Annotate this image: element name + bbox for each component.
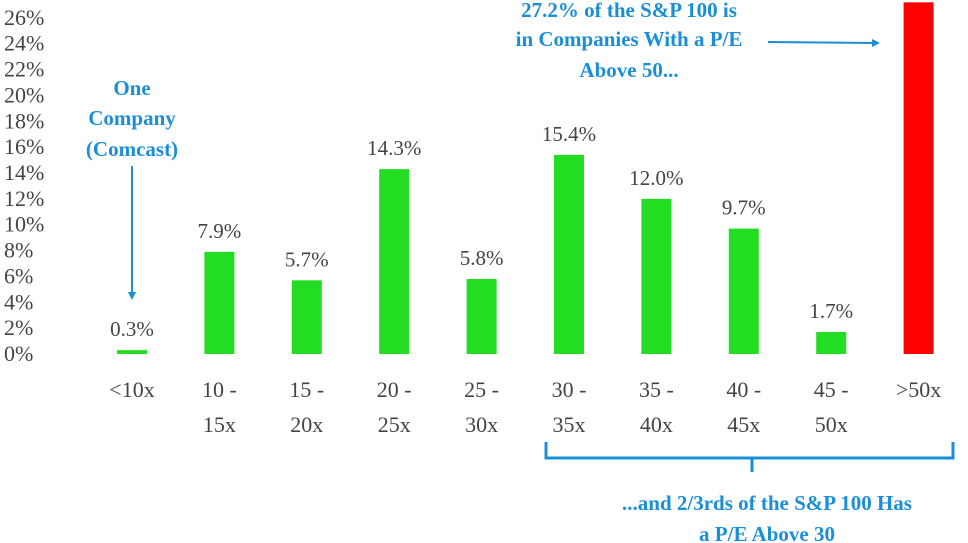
above30-note-line-2: a P/E Above 30 xyxy=(699,522,835,543)
x-tick-label: 30 - xyxy=(552,377,587,402)
data-label: 1.7% xyxy=(809,299,853,323)
above50-note-line-3: Above 50... xyxy=(579,58,678,82)
bar xyxy=(641,198,672,354)
comcast-note-line-1: One xyxy=(113,76,150,100)
data-label: 12.0% xyxy=(629,166,683,190)
comcast-note-line-3: (Comcast) xyxy=(86,137,178,161)
x-tick-label: 10 - xyxy=(202,377,237,402)
bar xyxy=(903,2,934,354)
x-tick-label: 30x xyxy=(465,412,498,437)
x-axis: <10x 10 - 15x 15 - 20x 20 - 25x 25 - 30x 30 - 35x 3… xyxy=(109,377,941,437)
y-tick-label: 10% xyxy=(4,212,44,237)
data-label: 9.7% xyxy=(722,196,766,220)
comcast-annotation: One Company (Comcast) xyxy=(86,76,178,300)
y-tick-label: 2% xyxy=(4,315,33,340)
data-label: 5.8% xyxy=(460,246,504,270)
x-tick-label: 20 - xyxy=(377,377,412,402)
x-tick-label: 15x xyxy=(203,412,236,437)
x-tick-label: 45x xyxy=(727,412,760,437)
x-tick-label: 35 - xyxy=(639,377,674,402)
above50-note-line-2: in Companies With a P/E xyxy=(516,27,743,51)
bars xyxy=(117,2,934,354)
above30-note-line-1: ...and 2/3rds of the S&P 100 Has xyxy=(622,491,912,515)
above50-note-line-1: 27.2% of the S&P 100 is xyxy=(521,0,737,22)
y-tick-label: 16% xyxy=(4,134,44,159)
data-label: 5.7% xyxy=(285,247,329,271)
data-label: 14.3% xyxy=(367,136,421,160)
bar xyxy=(117,350,147,354)
x-tick-label: <10x xyxy=(109,377,154,402)
bar xyxy=(728,228,759,354)
y-tick-label: 4% xyxy=(4,289,33,314)
above50-arrow xyxy=(767,38,880,47)
comcast-note-line-2: Company xyxy=(88,106,176,130)
bar xyxy=(466,279,497,354)
x-tick-label: 50x xyxy=(815,412,848,437)
data-labels: 0.3% 7.9% 5.7% 14.3% 5.8% 15.4% 12.0% 9.7% 1.7% xyxy=(110,122,853,341)
above50-annotation: 27.2% of the S&P 100 is in Companies Wit… xyxy=(516,0,880,82)
data-label: 15.4% xyxy=(542,122,596,146)
bar xyxy=(379,169,410,354)
above30-annotation: ...and 2/3rds of the S&P 100 Has a P/E A… xyxy=(544,442,955,543)
bar xyxy=(816,332,847,354)
x-tick-label: 25 - xyxy=(464,377,499,402)
y-tick-label: 24% xyxy=(4,31,44,56)
x-tick-label: 20x xyxy=(290,412,323,437)
y-tick-label: 20% xyxy=(4,82,44,107)
y-tick-label: 8% xyxy=(4,238,33,263)
y-axis: 0%2%4%6%8%10%12%14%16%18%20%22%24%26%28% xyxy=(4,0,44,366)
bar xyxy=(291,280,322,354)
x-tick-label: >50x xyxy=(896,377,941,402)
x-tick-label: 25x xyxy=(378,412,411,437)
x-tick-label: 40 - xyxy=(726,377,761,402)
x-tick-label: 15 - xyxy=(289,377,324,402)
above30-bracket xyxy=(544,442,955,472)
y-tick-label: 26% xyxy=(4,5,44,30)
data-label: 0.3% xyxy=(110,317,154,341)
bar xyxy=(554,154,584,354)
y-tick-label: 28% xyxy=(4,0,44,4)
y-tick-label: 12% xyxy=(4,186,44,211)
x-tick-label: 35x xyxy=(553,412,586,437)
data-label: 7.9% xyxy=(198,219,242,243)
y-tick-label: 22% xyxy=(4,57,44,82)
x-tick-label: 45 - xyxy=(814,377,849,402)
x-tick-label: 40x xyxy=(640,412,673,437)
y-tick-label: 18% xyxy=(4,108,44,133)
y-tick-label: 0% xyxy=(4,341,33,366)
y-tick-label: 14% xyxy=(4,160,44,185)
bar xyxy=(204,251,235,354)
y-tick-label: 6% xyxy=(4,263,33,288)
